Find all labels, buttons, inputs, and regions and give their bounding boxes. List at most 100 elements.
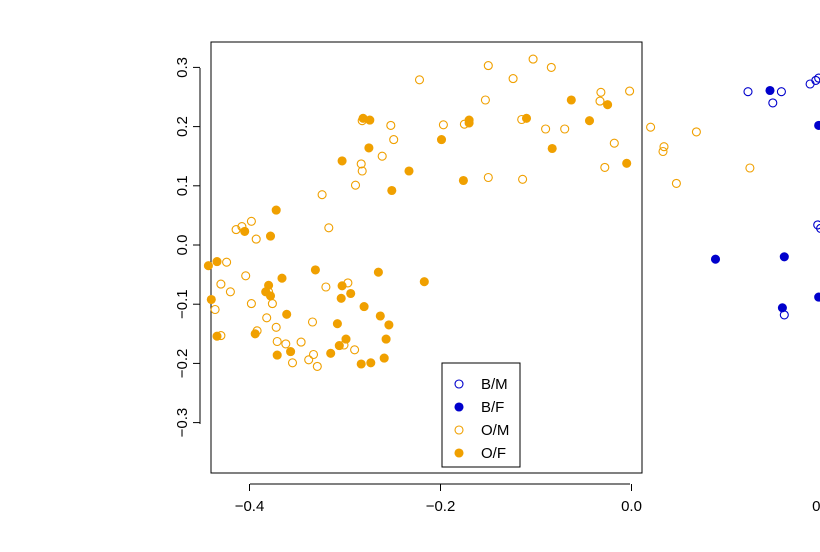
point-o-f <box>373 267 383 277</box>
point-o-m <box>321 282 331 292</box>
point-o-m <box>304 355 314 365</box>
point-o-f <box>250 329 260 339</box>
point-b-f <box>777 303 787 313</box>
point-o-f <box>464 118 474 128</box>
point-o-m <box>386 120 396 130</box>
point-o-m <box>609 138 619 148</box>
point-b-f <box>814 120 820 130</box>
point-b-f <box>710 254 721 264</box>
point-o-m <box>241 271 251 281</box>
y-tick-label: 0.2 <box>174 116 191 137</box>
legend-marker-b-m <box>454 379 464 389</box>
point-o-m <box>262 313 272 323</box>
point-o-f <box>334 341 344 351</box>
point-o-f <box>326 348 336 358</box>
legend-label-o-m: O/M <box>481 422 509 439</box>
point-o-m <box>658 146 668 157</box>
point-o-m <box>671 178 681 188</box>
point-o-m <box>356 159 366 169</box>
point-o-m <box>272 336 282 347</box>
point-b-m <box>814 73 820 83</box>
point-o-m <box>222 257 232 267</box>
y-tick-label: 0.1 <box>174 175 191 196</box>
point-o-f <box>265 231 276 241</box>
point-o-m <box>308 349 319 360</box>
point-o-f <box>277 273 287 283</box>
point-o-m <box>377 151 387 161</box>
point-o-f <box>203 261 213 271</box>
point-o-m <box>659 142 669 152</box>
y-tick-label: −0.3 <box>174 408 191 438</box>
legend-marker-o-m <box>454 425 464 435</box>
legend-label-b-m: B/M <box>481 376 508 393</box>
point-o-f <box>584 116 595 126</box>
point-o-f <box>332 319 342 329</box>
point-o-f <box>337 156 347 166</box>
point-o-f <box>310 265 320 275</box>
legend-label-b-f: B/F <box>481 399 504 416</box>
point-o-m <box>307 317 318 327</box>
point-o-m <box>357 166 367 176</box>
point-o-f <box>458 175 468 186</box>
legend-box <box>441 362 521 468</box>
point-o-f <box>282 309 292 319</box>
point-b-m <box>768 98 778 108</box>
point-o-m <box>508 74 518 84</box>
point-o-m <box>312 361 322 371</box>
y-tick-label: −0.1 <box>174 289 191 319</box>
point-b-f <box>765 85 775 96</box>
point-o-m <box>210 304 220 315</box>
point-o-f <box>272 350 282 360</box>
plot-area-frame <box>210 41 643 474</box>
point-o-m <box>595 96 605 106</box>
point-o-f <box>240 226 250 236</box>
point-b-m <box>813 220 820 230</box>
point-o-m <box>225 287 235 297</box>
x-tick-label: 0.0 <box>621 498 642 515</box>
point-o-m <box>560 124 570 134</box>
point-o-f <box>547 143 557 154</box>
point-o-f <box>381 334 391 344</box>
y-tick-label: −0.2 <box>174 349 191 379</box>
point-o-m <box>271 322 281 332</box>
y-tick-label: 0.0 <box>174 235 191 256</box>
point-o-f <box>341 334 351 344</box>
point-o-f <box>387 185 397 196</box>
point-o-f <box>336 293 346 303</box>
point-o-m <box>251 234 261 244</box>
point-o-m <box>350 180 361 190</box>
point-o-f <box>271 205 281 215</box>
point-o-m <box>324 223 334 233</box>
point-o-m <box>414 75 425 85</box>
point-o-m <box>350 345 360 355</box>
point-o-f <box>212 331 222 341</box>
point-o-m <box>267 299 277 309</box>
x-tick-label: −0.4 <box>235 498 265 515</box>
point-o-f <box>375 311 385 321</box>
point-o-f <box>384 320 394 330</box>
point-o-f <box>379 353 389 363</box>
point-o-m <box>296 337 306 347</box>
point-o-f <box>419 277 429 287</box>
y-axis: −0.3 −0.2 −0.1 0.0 0.1 0.2 0.3 <box>174 57 201 438</box>
point-o-m <box>745 163 755 173</box>
point-o-f <box>521 113 532 123</box>
point-o-f <box>337 281 347 291</box>
point-o-m <box>317 190 327 200</box>
data-points <box>203 54 820 371</box>
point-b-f <box>779 252 789 262</box>
legend: B/M B/F O/M O/F <box>441 362 521 468</box>
point-o-m <box>518 174 528 184</box>
point-o-m <box>541 124 551 134</box>
point-o-m <box>287 358 298 368</box>
x-tick-label: −0.2 <box>426 498 456 515</box>
point-b-f <box>814 292 820 302</box>
y-tick-label: 0.3 <box>174 57 191 78</box>
point-o-m <box>528 54 538 64</box>
point-o-f <box>359 302 369 312</box>
point-o-f <box>356 359 366 369</box>
point-o-f <box>622 158 632 168</box>
point-o-f <box>346 288 356 299</box>
point-o-m <box>596 87 606 97</box>
point-o-m <box>389 135 399 145</box>
